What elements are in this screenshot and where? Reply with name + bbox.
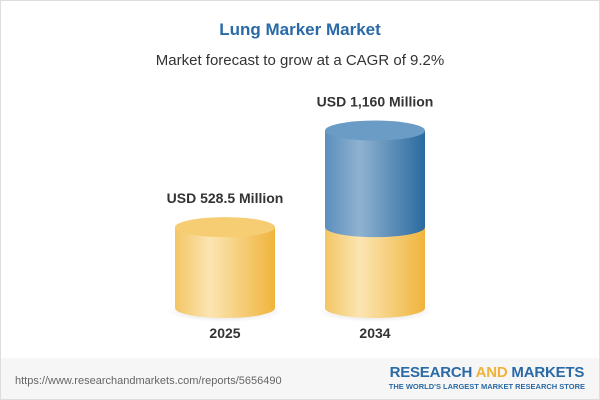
- category-label: 2034: [359, 325, 390, 341]
- data-label: USD 528.5 Million: [167, 190, 284, 206]
- cylinder-top: [325, 120, 425, 141]
- category-label: 2025: [209, 325, 240, 341]
- logo-tagline: THE WORLD'S LARGEST MARKET RESEARCH STOR…: [388, 382, 585, 391]
- research-and-markets-logo: RESEARCH AND MARKETS THE WORLD'S LARGEST…: [389, 364, 585, 391]
- cylinder-chart: USD 528.5 Million 2025 USD 1,160 Million 20…: [167, 94, 434, 341]
- cylinder-top: [175, 217, 275, 238]
- data-label: USD 1,160 Million: [317, 94, 434, 110]
- footer: https://www.researchandmarkets.com/repor…: [1, 358, 599, 399]
- logo-text-and: AND: [475, 364, 508, 381]
- cylinder-body-base: [325, 227, 425, 318]
- chart-subtitle: Market forecast to grow at a CAGR of 9.2…: [155, 52, 445, 69]
- cylinder-body-base: [175, 227, 275, 318]
- logo-text: MARKETS: [507, 364, 585, 381]
- cylinder-body-growth: [325, 130, 425, 238]
- logo-text: RESEARCH: [389, 364, 476, 381]
- chart-title: Lung Marker Market: [219, 20, 381, 39]
- report-url-link[interactable]: https://www.researchandmarkets.com/repor…: [15, 375, 282, 387]
